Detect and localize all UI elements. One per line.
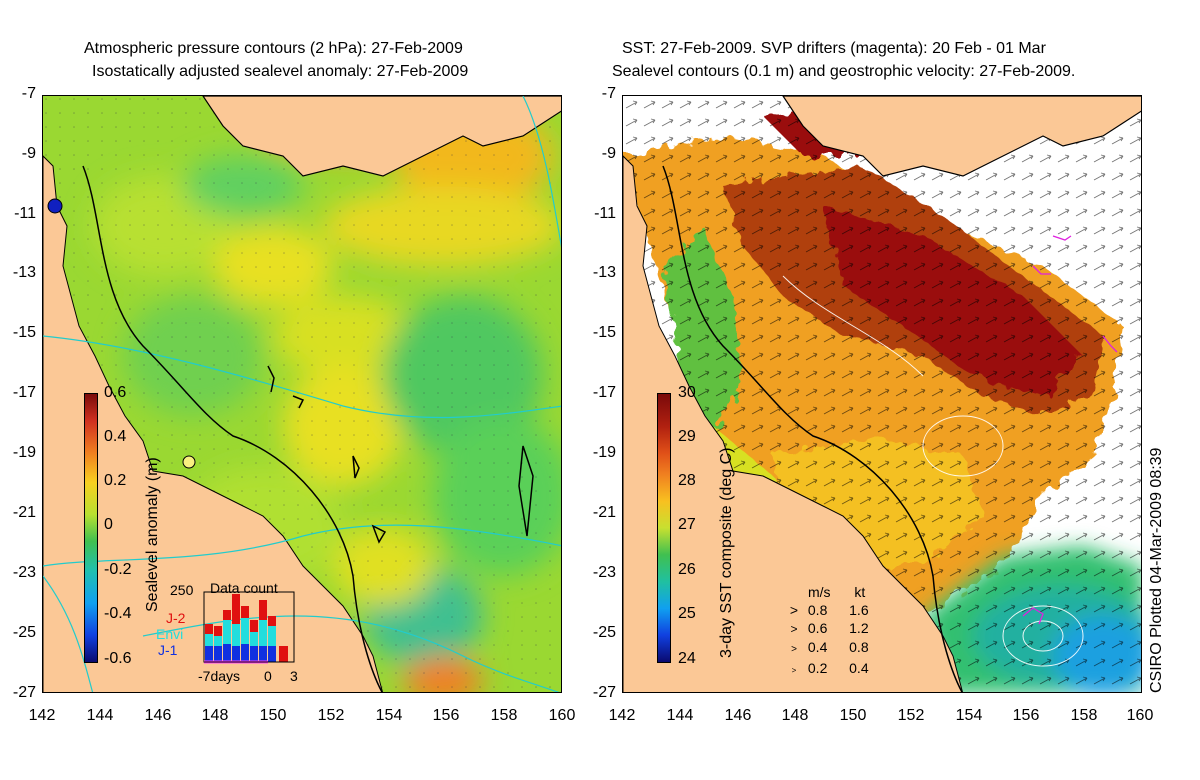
lon-tick-label: 150: [839, 707, 867, 724]
velocity-key-row: > 0.6 1.2: [790, 620, 869, 636]
sst-cb-tick: 24: [678, 650, 696, 667]
velocity-key-row: > 0.2 0.4: [791, 660, 869, 676]
pressure-contours: [43, 96, 561, 692]
sst-cb-title: 3-day SST composite (deg C): [718, 447, 735, 658]
lon-tick-label: 148: [201, 707, 229, 724]
lat-tick-label: -21: [592, 504, 616, 521]
sst-cb-tick: 29: [678, 428, 696, 445]
inset-legend-envi: Envi: [156, 626, 184, 642]
lon-tick-label: 156: [432, 707, 460, 724]
sst-map-svg: [623, 96, 1141, 692]
data-count-inset: [203, 591, 295, 664]
lat-tick-label: -15: [592, 324, 616, 341]
station-marker: [182, 455, 196, 469]
lon-tick-label: 142: [28, 707, 56, 724]
lat-tick-label: -9: [21, 145, 36, 162]
sealevel-cb-tick: 0.2: [104, 472, 127, 489]
lon-tick-label: 144: [86, 707, 114, 724]
inset-x-label: 0: [264, 668, 272, 684]
lat-tick-label: -19: [592, 444, 616, 461]
inset-x-label: 3: [290, 668, 298, 684]
right-title-line1: SST: 27-Feb-2009. SVP drifters (magenta)…: [622, 40, 1046, 57]
lon-tick-label: 152: [897, 707, 925, 724]
sst-cb-tick: 30: [678, 384, 696, 401]
lon-tick-label: 148: [781, 707, 809, 724]
lon-tick-label: 154: [955, 707, 983, 724]
left-title-line2: Isostatically adjusted sealevel anomaly:…: [92, 63, 469, 80]
lon-tick-label: 144: [666, 707, 694, 724]
plot-credit: CSIRO Plotted 04-Mar-2009 08:39: [1148, 447, 1165, 693]
left-title-line1: Atmospheric pressure contours (2 hPa): 2…: [84, 40, 463, 57]
lat-tick-label: -21: [12, 504, 36, 521]
lat-tick-label: -19: [12, 444, 36, 461]
velocity-key-kt-header: kt: [854, 584, 866, 600]
sst-cb-tick: 28: [678, 472, 696, 489]
shelf-contour: [82, 165, 383, 692]
sst-cb-tick: 26: [678, 561, 696, 578]
sst-colorbar: [657, 393, 671, 663]
lon-tick-label: 142: [608, 707, 636, 724]
velocity-key-ms-header: m/s: [808, 584, 831, 600]
lon-tick-label: 146: [724, 707, 752, 724]
lat-tick-label: -13: [592, 264, 616, 281]
lat-tick-label: -13: [12, 264, 36, 281]
velocity-key-row: > 0.4 0.8: [791, 639, 869, 655]
lon-tick-label: 152: [317, 707, 345, 724]
sealevel-cb-tick: 0.6: [104, 384, 127, 401]
sealevel-cb-title: Sealevel anomaly (m): [144, 457, 161, 612]
lon-tick-label: 160: [548, 707, 576, 724]
lat-tick-label: -7: [601, 85, 616, 102]
data-count-bars: [205, 594, 288, 662]
inset-x-label: -7days: [198, 668, 241, 684]
station-marker: [47, 198, 63, 214]
lon-tick-label: 156: [1012, 707, 1040, 724]
lon-tick-label: 160: [1126, 707, 1154, 724]
lat-tick-label: -17: [12, 384, 36, 401]
inset-legend-j1: J-1: [158, 642, 178, 658]
reef-islands: [267, 365, 534, 544]
sst-cb-tick: 27: [678, 516, 696, 533]
shelf-contour: [662, 165, 963, 692]
sealevel-colorbar: [84, 393, 98, 663]
sst-cb-tick: 25: [678, 605, 696, 622]
velocity-key-row: > 0.8 1.6: [789, 602, 869, 618]
lon-tick-label: 158: [490, 707, 518, 724]
lat-tick-label: -11: [594, 205, 616, 222]
sealevel-anomaly-map: [42, 95, 562, 693]
lat-tick-label: -27: [592, 684, 616, 701]
lon-tick-label: 146: [144, 707, 172, 724]
lat-tick-label: -9: [601, 145, 616, 162]
lat-tick-label: -23: [12, 564, 36, 581]
sealevel-cb-tick: -0.4: [104, 605, 132, 622]
sealevel-cb-tick: 0.4: [104, 428, 127, 445]
right-title-line2: Sealevel contours (0.1 m) and geostrophi…: [612, 63, 1076, 80]
lat-tick-label: -7: [21, 85, 36, 102]
lon-tick-label: 158: [1070, 707, 1098, 724]
sealevel-map-svg: [43, 96, 561, 692]
lat-tick-label: -23: [592, 564, 616, 581]
lat-tick-label: -11: [14, 205, 36, 222]
velocity-key: m/s kt > 0.8 1.6 > 0.6 1.2 > 0.4 0.8 > 0…: [784, 583, 869, 680]
lat-tick-label: -17: [592, 384, 616, 401]
lon-tick-label: 150: [259, 707, 287, 724]
inset-ymax: 250: [170, 582, 194, 598]
lat-tick-label: -27: [12, 684, 36, 701]
sealevel-cb-tick: 0: [104, 516, 113, 533]
svp-drifters: [1022, 235, 1118, 625]
lat-tick-label: -15: [12, 324, 36, 341]
lat-tick-label: -25: [12, 624, 36, 641]
sst-map: [622, 95, 1142, 693]
png-land: [202, 96, 561, 177]
lon-tick-label: 154: [375, 707, 403, 724]
png-land: [782, 96, 1141, 177]
inset-title: Data count: [210, 580, 278, 596]
lat-tick-label: -25: [592, 624, 616, 641]
sealevel-cb-tick: -0.2: [104, 561, 132, 578]
sealevel-contours: [782, 275, 1084, 667]
sealevel-cb-tick: -0.6: [104, 650, 132, 667]
inset-legend-j2: J-2: [166, 610, 186, 626]
